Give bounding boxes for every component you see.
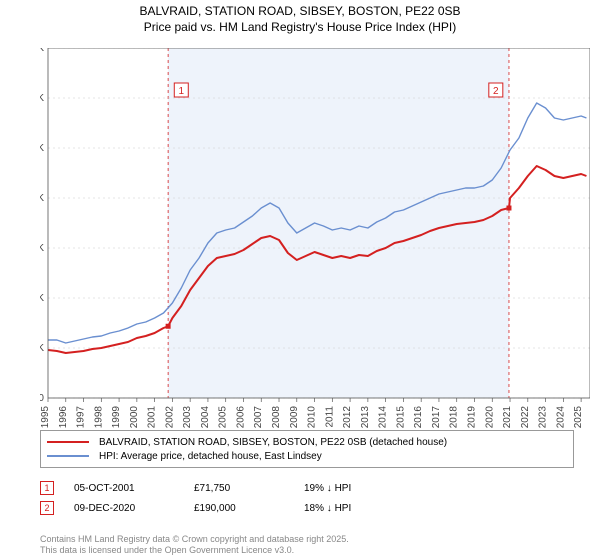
svg-text:1999: 1999 xyxy=(111,406,122,429)
svg-text:£100K: £100K xyxy=(40,293,44,304)
chart-title: BALVRAID, STATION ROAD, SIBSEY, BOSTON, … xyxy=(0,0,600,35)
license-line1: Contains HM Land Registry data © Crown c… xyxy=(40,534,349,544)
marker-delta-1: 19% ↓ HPI xyxy=(304,483,351,494)
svg-text:£50K: £50K xyxy=(40,343,44,354)
svg-text:£200K: £200K xyxy=(40,193,44,204)
svg-text:2018: 2018 xyxy=(449,406,460,429)
svg-text:1997: 1997 xyxy=(76,406,87,429)
svg-text:1995: 1995 xyxy=(40,406,51,429)
legend-swatch-red xyxy=(47,441,89,443)
title-line2: Price paid vs. HM Land Registry's House … xyxy=(144,20,456,34)
svg-text:2025: 2025 xyxy=(573,406,584,429)
marker-price-2: £190,000 xyxy=(194,503,304,514)
svg-text:2: 2 xyxy=(493,86,499,97)
chart-area: £0£50K£100K£150K£200K£250K£300K£350K1995… xyxy=(40,48,590,418)
svg-text:2012: 2012 xyxy=(342,406,353,429)
marker-row-1: 1 05-OCT-2001 £71,750 19% ↓ HPI xyxy=(40,478,351,498)
svg-text:2002: 2002 xyxy=(164,406,175,429)
svg-text:2021: 2021 xyxy=(502,406,513,429)
chart-svg: £0 £50K £100K £150K £200K £250K £300K £350K 1995… xyxy=(40,48,590,458)
svg-text:£150K: £150K xyxy=(40,243,44,254)
svg-text:2004: 2004 xyxy=(200,406,211,429)
legend-row-1: BALVRAID, STATION ROAD, SIBSEY, BOSTON, … xyxy=(47,435,567,449)
svg-text:2003: 2003 xyxy=(182,406,193,429)
svg-text:2022: 2022 xyxy=(520,406,531,429)
svg-text:2014: 2014 xyxy=(378,406,389,429)
marker-badge-1: 1 xyxy=(40,481,54,495)
marker-row-2: 2 09-DEC-2020 £190,000 18% ↓ HPI xyxy=(40,498,351,518)
svg-text:2009: 2009 xyxy=(289,406,300,429)
svg-text:2010: 2010 xyxy=(307,406,318,429)
legend-label-1: BALVRAID, STATION ROAD, SIBSEY, BOSTON, … xyxy=(99,437,447,448)
marker-price-1: £71,750 xyxy=(194,483,304,494)
svg-text:2006: 2006 xyxy=(235,406,246,429)
svg-text:2019: 2019 xyxy=(466,406,477,429)
svg-text:2017: 2017 xyxy=(431,406,442,429)
svg-text:2015: 2015 xyxy=(395,406,406,429)
marker-badge-2: 2 xyxy=(40,501,54,515)
legend-box: BALVRAID, STATION ROAD, SIBSEY, BOSTON, … xyxy=(40,430,574,468)
svg-text:£250K: £250K xyxy=(40,143,44,154)
marker-date-2: 09-DEC-2020 xyxy=(74,503,194,514)
svg-text:2020: 2020 xyxy=(484,406,495,429)
legend-swatch-blue xyxy=(47,455,89,457)
marker-date-1: 05-OCT-2001 xyxy=(74,483,194,494)
marker-delta-2: 18% ↓ HPI xyxy=(304,503,351,514)
svg-text:1998: 1998 xyxy=(93,406,104,429)
license-line2: This data is licensed under the Open Gov… xyxy=(40,545,294,555)
svg-text:2024: 2024 xyxy=(555,406,566,429)
svg-text:2013: 2013 xyxy=(360,406,371,429)
svg-text:£300K: £300K xyxy=(40,93,44,104)
svg-text:2005: 2005 xyxy=(218,406,229,429)
license-text: Contains HM Land Registry data © Crown c… xyxy=(40,534,349,556)
marker-table: 1 05-OCT-2001 £71,750 19% ↓ HPI 2 09-DEC… xyxy=(40,478,351,518)
title-line1: BALVRAID, STATION ROAD, SIBSEY, BOSTON, … xyxy=(140,4,461,18)
svg-text:2008: 2008 xyxy=(271,406,282,429)
svg-text:£0: £0 xyxy=(40,393,44,404)
svg-text:1996: 1996 xyxy=(58,406,69,429)
svg-text:2007: 2007 xyxy=(253,406,264,429)
svg-text:1: 1 xyxy=(178,86,184,97)
legend-label-2: HPI: Average price, detached house, East… xyxy=(99,451,322,462)
svg-text:2023: 2023 xyxy=(538,406,549,429)
legend-row-2: HPI: Average price, detached house, East… xyxy=(47,449,567,463)
svg-text:2000: 2000 xyxy=(129,406,140,429)
svg-text:£350K: £350K xyxy=(40,48,44,54)
svg-text:2016: 2016 xyxy=(413,406,424,429)
svg-text:2001: 2001 xyxy=(147,406,158,429)
svg-text:2011: 2011 xyxy=(324,406,335,428)
